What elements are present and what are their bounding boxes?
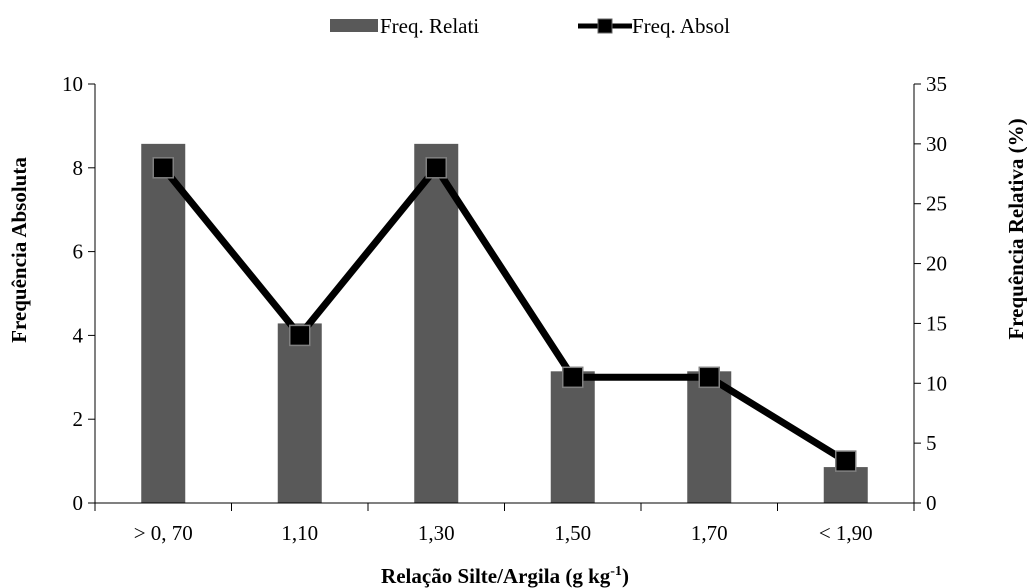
y-tick-label-right-3: 15 xyxy=(926,311,947,335)
legend-swatch-bar xyxy=(330,19,378,32)
legend-label-line: Freq. Absol xyxy=(632,14,730,38)
y-tick-label-right-1: 5 xyxy=(926,431,937,455)
x-tick-label-1: 1,10 xyxy=(281,521,318,545)
bar-1 xyxy=(278,323,322,503)
x-tick-label-2: 1,30 xyxy=(418,521,455,545)
y-tick-label-left-2: 4 xyxy=(73,323,84,347)
line-marker-3 xyxy=(563,367,583,387)
y-tick-label-right-6: 30 xyxy=(926,132,947,156)
bar-5 xyxy=(824,467,868,503)
y-tick-label-left-0: 0 xyxy=(73,491,84,515)
y-tick-label-right-4: 20 xyxy=(926,252,947,276)
line-series-group xyxy=(153,158,856,471)
bar-0 xyxy=(141,144,185,503)
x-axis-title-main: Relação Silte/Argila (g kg xyxy=(381,564,611,588)
line-marker-5 xyxy=(836,451,856,471)
y-axis-title-right: Frequência Relativa (%) xyxy=(1004,118,1027,339)
bar-4 xyxy=(687,371,731,503)
y-tick-label-left-3: 6 xyxy=(73,240,84,264)
y-tick-label-left-4: 8 xyxy=(73,156,84,180)
x-tick-label-4: 1,70 xyxy=(691,521,728,545)
x-axis-title: Relação Silte/Argila (g kg-1) xyxy=(381,564,629,588)
y-tick-label-left-5: 10 xyxy=(62,72,83,96)
y-tick-label-right-0: 0 xyxy=(926,491,937,515)
x-tick-label-0: > 0, 70 xyxy=(134,521,193,545)
y-tick-label-left-1: 2 xyxy=(73,407,84,431)
line-marker-2 xyxy=(426,158,446,178)
line-marker-4 xyxy=(699,367,719,387)
x-axis-title-end: ) xyxy=(622,564,629,588)
y-tick-label-right-7: 35 xyxy=(926,72,947,96)
y-axis-title-left: Frequência Absoluta xyxy=(7,157,31,343)
y-tick-label-right-5: 25 xyxy=(926,192,947,216)
x-tick-label-3: 1,50 xyxy=(554,521,591,545)
x-axis-title-sup: -1 xyxy=(610,564,622,579)
legend-swatch-marker xyxy=(598,19,612,33)
line-marker-1 xyxy=(290,325,310,345)
legend-label-bar: Freq. Relati xyxy=(380,14,479,38)
bar-3 xyxy=(551,371,595,503)
y-tick-label-right-2: 10 xyxy=(926,371,947,395)
series-line xyxy=(163,168,846,461)
x-tick-label-5: < 1,90 xyxy=(819,521,873,545)
axes-group: 0 2 4 6 8 10 0 5 10 15 20 25 30 35 > 0, 70 1,10 1,30 1,50… xyxy=(62,72,947,545)
line-marker-0 xyxy=(153,158,173,178)
legend: Freq. Relati Freq. Absol xyxy=(330,14,730,38)
bars-group xyxy=(141,144,868,503)
